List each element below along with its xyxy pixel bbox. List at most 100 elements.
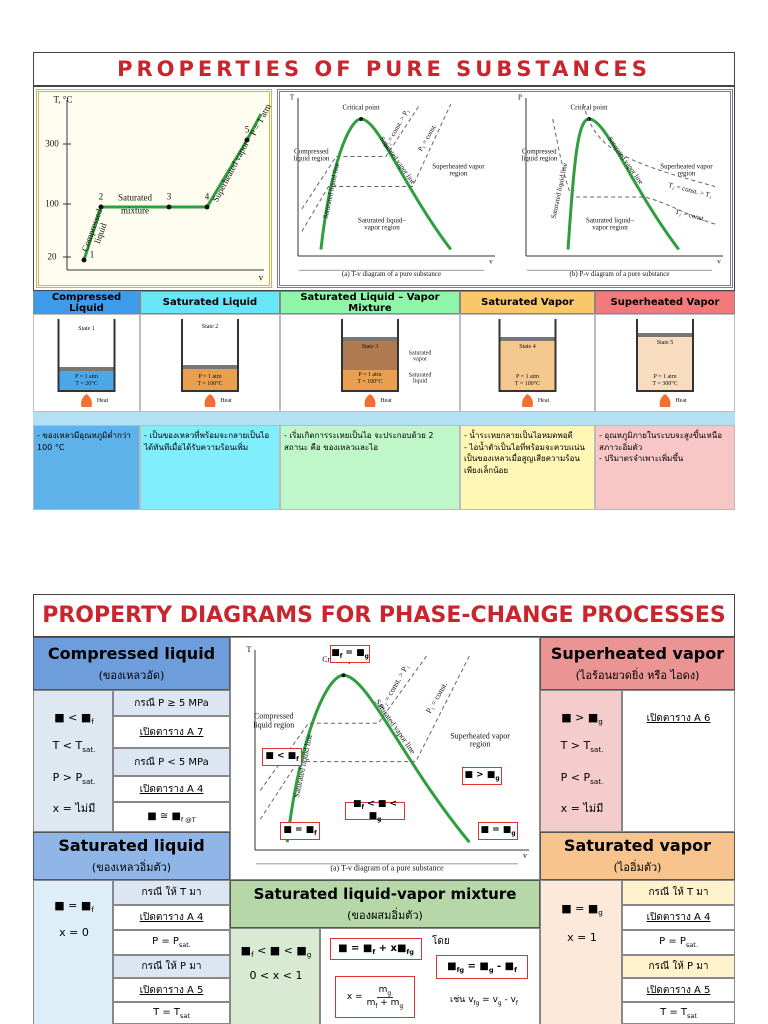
compressed-region: Compressed liquid region — [293, 147, 330, 163]
cylinder-wall — [341, 319, 399, 392]
formula-text: + x■ — [375, 942, 407, 954]
formula-text: ■ = ■ — [338, 942, 373, 954]
piston — [499, 337, 556, 341]
formula: ■ = ■f — [54, 899, 94, 914]
by-label: โดย — [432, 936, 450, 947]
tick-label: 300 — [45, 138, 59, 149]
point — [166, 204, 172, 210]
formula-text: ■ — [447, 960, 457, 972]
state-label: State 3 — [361, 343, 379, 350]
property-formula: ■ = ■f + x■fg — [330, 938, 422, 960]
cylinder-wall — [181, 319, 239, 392]
formula: ■ ≅ ■f @T — [147, 811, 195, 824]
formula-text: เช่น v — [450, 994, 474, 1005]
example: เช่น vfg = vg - vf — [432, 990, 536, 1008]
cylinder-wall — [498, 319, 557, 392]
state-image: State 5 P = 1 atm T = 300°C Heat — [595, 314, 735, 412]
subscript: g — [598, 908, 603, 918]
formula-text: ■ ≅ ■ — [147, 810, 181, 822]
formula-text: + m — [377, 997, 400, 1008]
formula-text: ■ > ■ — [464, 770, 496, 781]
formula-text: ■ = ■ — [54, 899, 92, 913]
piston — [182, 365, 238, 369]
formula: ■fg = ■g - ■f — [447, 961, 517, 974]
formula: P > Psat. — [53, 771, 96, 786]
formula-text: P < P — [560, 771, 591, 785]
formula-text: x = ไม่มี — [560, 802, 604, 815]
table-ref: เปิดตาราง A 6 — [622, 690, 735, 832]
critical-point — [341, 673, 346, 678]
description-line: - อุณหภูมิภายในระบบจะสูงขึ้นเหนือสภาวะอิ… — [599, 431, 723, 452]
formula: ■ > ■g — [561, 711, 603, 726]
state-label: State 4 — [519, 343, 536, 350]
description-line: - เป็นของเหลวที่พร้อมจะกลายเป็นไอได้ทันท… — [144, 431, 270, 452]
phase-label: mixture — [121, 205, 149, 216]
axis-label: T — [289, 93, 295, 102]
subscript: sat — [180, 1011, 190, 1020]
state-label: State 2 — [201, 323, 219, 330]
cylinder-wall — [57, 319, 116, 392]
tick-label: 20 — [47, 251, 57, 262]
condition: x = 1 — [541, 926, 623, 948]
state-label: State 1 — [78, 325, 95, 332]
formula-text: x = 1 — [567, 930, 597, 944]
condition: ■ = ■f — [34, 896, 114, 918]
formula-text: T = T — [660, 1006, 688, 1018]
case-note: T = Tsat — [622, 1002, 735, 1024]
heat-label: Heat — [537, 397, 550, 404]
subscript: g — [364, 653, 369, 660]
subscript: f — [251, 950, 254, 960]
point — [244, 137, 250, 143]
mixture-region: Saturated liquid–vapor region — [586, 216, 635, 232]
subscript: f — [372, 947, 376, 956]
condition: ■ = ■g — [541, 899, 623, 921]
formula: x = ไม่มี — [561, 799, 604, 817]
quality-lhs: x = — [346, 992, 363, 1002]
formula: ■ < ■f — [54, 711, 94, 726]
axis-label: v — [258, 272, 264, 283]
state-label: State 5 — [656, 339, 674, 346]
cylinder — [498, 319, 557, 407]
critical-point — [359, 117, 364, 121]
state-temperature: T = 100°C — [357, 378, 383, 385]
vapor — [499, 341, 556, 391]
heat-label: Heat — [380, 397, 392, 404]
formula: ■ = ■g — [561, 902, 603, 917]
caption: (b) P-v diagram of a pure substance — [527, 269, 712, 278]
subscript: f — [314, 830, 317, 837]
liquid — [182, 369, 238, 391]
condition: ■ > ■g — [541, 708, 623, 730]
phase-diagrams: Critical point Compressed liquid region Su… — [277, 89, 733, 288]
condition: P > Psat. — [34, 768, 114, 790]
section-thai: (ของผสมอิ่มตัว) — [347, 908, 423, 922]
formula-text: ■ < ■ — [265, 751, 297, 762]
superheated-region: Superheated vapor region — [450, 731, 510, 749]
section-header: Saturated vapor (ไออิ่มตัว) — [540, 832, 735, 880]
state-extra: Saturated vapor — [408, 350, 432, 363]
state-header: Compressed Liquid — [33, 291, 140, 314]
subscript: sat — [687, 1011, 697, 1020]
subscript: sat. — [82, 745, 96, 755]
subscript: f — [375, 1003, 378, 1010]
formula-text: ■ — [240, 944, 252, 958]
cylinder-wall — [636, 319, 694, 392]
formula: เช่น vfg = vg - vf — [450, 992, 518, 1007]
description-line: - ไอน้ำตัวเป็นไอที่พร้อมจะควบแน่นเป็นของ… — [464, 442, 585, 475]
point-label: 2 — [98, 191, 104, 202]
state-pressure: P = 1 atm — [75, 373, 98, 380]
formula-text: - ■ — [493, 960, 515, 972]
formula-text: m — [366, 997, 376, 1008]
axis-label: v — [489, 257, 493, 266]
case-note: ■ ≅ ■f @T — [113, 802, 230, 832]
formula: T > Tsat. — [561, 739, 604, 754]
diagram-frame — [33, 86, 735, 291]
formula: T = Tsat — [660, 1007, 697, 1020]
conditions: ■ < ■f T < Tsat. P > Psat. x = ไม่มี — [33, 690, 113, 832]
state-box: ■ < ■f — [262, 748, 302, 766]
subscript: g — [399, 1003, 404, 1010]
subscript: g — [598, 717, 603, 727]
diagram-plot — [525, 98, 723, 257]
formula-text: = ■ — [464, 960, 489, 972]
formula-text: ■ > ■ — [561, 711, 599, 725]
